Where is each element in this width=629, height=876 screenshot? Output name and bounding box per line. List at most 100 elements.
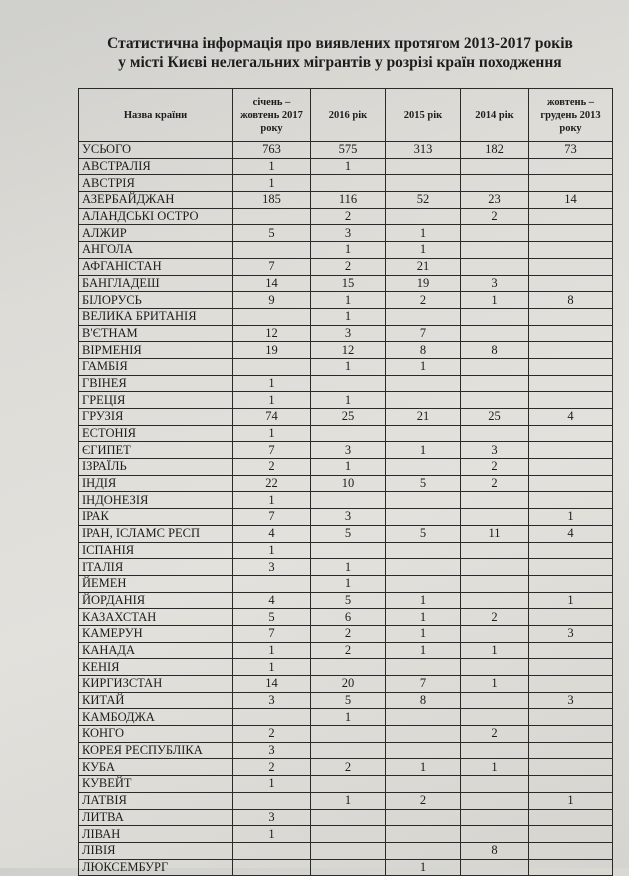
count-cell [310, 741, 386, 760]
count-cell [528, 391, 613, 409]
country-name-cell: УСЬОГО [78, 141, 233, 159]
count-cell [385, 174, 461, 193]
count-cell [460, 391, 529, 409]
country-name-cell: КЕНІЯ [78, 658, 233, 676]
country-name-cell: АВСТРАЛІЯ [78, 157, 233, 176]
count-cell: 185 [232, 191, 311, 209]
count-cell: 2 [385, 791, 461, 810]
count-cell: 8 [460, 841, 529, 860]
count-cell: 14 [232, 675, 311, 693]
count-cell [528, 241, 613, 259]
count-cell: 2 [460, 458, 529, 476]
count-cell: 1 [232, 374, 311, 393]
count-cell [232, 207, 311, 226]
table-row: ГРУЗІЯ 74 25 21 25 4 [78, 408, 613, 426]
country-name-cell: ГАМБІЯ [78, 357, 233, 376]
count-cell: 7 [385, 324, 461, 343]
count-cell: 1 [385, 608, 461, 626]
count-cell: 8 [385, 691, 461, 710]
table-row: КАЗАХСТАН 5 6 1 2 [78, 608, 613, 626]
count-cell [385, 508, 461, 526]
count-cell [528, 357, 613, 376]
count-cell: 7 [232, 508, 311, 526]
count-cell [460, 791, 529, 810]
count-cell: 1 [460, 291, 529, 309]
country-name-cell: КАМЕРУН [78, 624, 233, 643]
count-cell [460, 858, 529, 876]
count-cell [528, 808, 613, 827]
count-cell [528, 825, 613, 843]
count-cell [385, 307, 461, 326]
table-header-row: Назва країни січень – жовтень 2017 року … [78, 88, 613, 142]
count-cell: 20 [310, 675, 386, 693]
header-2017: січень – жовтень 2017 року [232, 88, 311, 142]
country-name-cell: ІСПАНІЯ [78, 541, 233, 560]
count-cell [528, 858, 613, 876]
table-row: ІНДІЯ 22 10 5 2 [78, 474, 613, 493]
count-cell: 1 [385, 624, 461, 643]
count-cell [310, 825, 386, 843]
table-row: ГВІНЕЯ 1 [78, 374, 613, 393]
country-name-cell: ВЕЛИКА БРИТАНІЯ [78, 307, 233, 326]
document-title: Статистична інформація про виявлених про… [60, 34, 620, 72]
count-cell: 6 [310, 608, 386, 626]
count-cell [528, 725, 613, 743]
table-row: ВЕЛИКА БРИТАНІЯ 1 [78, 307, 613, 326]
count-cell [528, 541, 613, 560]
country-name-cell: АЛЖИР [78, 224, 233, 243]
count-cell: 1 [310, 307, 386, 326]
count-cell [310, 541, 386, 560]
count-cell [460, 541, 529, 560]
count-cell [310, 775, 386, 793]
table-row: БІЛОРУСЬ 9 1 2 1 8 [78, 291, 613, 309]
country-name-cell: АНГОЛА [78, 241, 233, 259]
count-cell: 19 [385, 274, 461, 293]
count-cell: 4 [232, 591, 311, 610]
count-cell [528, 324, 613, 343]
count-cell: 3 [528, 691, 613, 710]
count-cell [460, 307, 529, 326]
count-cell: 1 [385, 241, 461, 259]
count-cell: 21 [385, 408, 461, 426]
country-name-cell: ЛІВАН [78, 825, 233, 843]
country-name-cell: БАНГЛАДЕШ [78, 274, 233, 293]
table-row: ІРАН, ІСЛАМС РЕСП 4 5 5 11 4 [78, 524, 613, 543]
count-cell: 14 [528, 191, 613, 209]
count-cell: 3 [232, 691, 311, 710]
country-name-cell: КОРЕЯ РЕСПУБЛІКА [78, 741, 233, 760]
country-name-cell: ІТАЛІЯ [78, 558, 233, 576]
count-cell [310, 658, 386, 676]
count-cell [460, 591, 529, 610]
count-cell: 1 [385, 441, 461, 460]
count-cell [385, 391, 461, 409]
table-row: АЛАНДСЬКІ ОСТРО 2 2 [78, 207, 613, 226]
table-row: КИТАЙ 3 5 8 3 [78, 691, 613, 710]
count-cell: 1 [232, 658, 311, 676]
table-row: ІСПАНІЯ 1 [78, 541, 613, 560]
count-cell: 1 [385, 591, 461, 610]
country-name-cell: ЙОРДАНІЯ [78, 591, 233, 610]
country-name-cell: ЛЮКСЕМБУРГ [78, 858, 233, 876]
count-cell [385, 458, 461, 476]
count-cell: 52 [385, 191, 461, 209]
count-cell: 3 [460, 441, 529, 460]
count-cell: 7 [232, 441, 311, 460]
count-cell: 22 [232, 474, 311, 493]
count-cell [460, 691, 529, 710]
count-cell [385, 825, 461, 843]
count-cell [310, 725, 386, 743]
count-cell [385, 491, 461, 510]
count-cell [385, 541, 461, 560]
country-name-cell: ГРУЗІЯ [78, 408, 233, 426]
country-name-cell: ІРАК [78, 508, 233, 526]
count-cell: 1 [385, 357, 461, 376]
count-cell [232, 307, 311, 326]
migrants-table: Назва країни січень – жовтень 2017 року … [78, 88, 613, 876]
count-cell [460, 558, 529, 576]
count-cell: 7 [232, 257, 311, 276]
header-country: Назва країни [78, 88, 233, 142]
table-row: ЛИТВА 3 [78, 808, 613, 827]
count-cell [310, 424, 386, 443]
count-cell [528, 558, 613, 576]
country-name-cell: ГВІНЕЯ [78, 374, 233, 393]
